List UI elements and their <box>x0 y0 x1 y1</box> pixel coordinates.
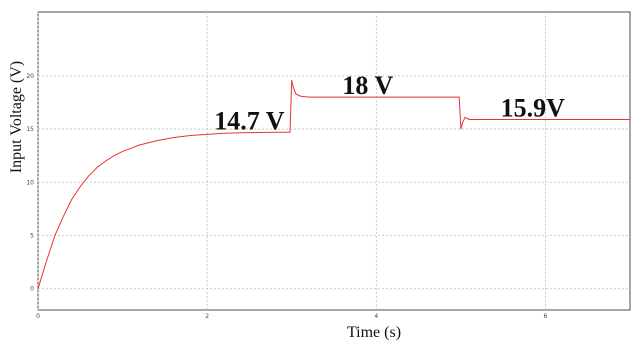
y-tick-label: 20 <box>26 73 34 80</box>
y-tick-label: 5 <box>30 233 34 240</box>
plot-frame <box>37 11 631 311</box>
y-tick-label: 0 <box>30 286 34 293</box>
x-tick-label: 2 <box>205 313 209 320</box>
voltage-series-line <box>37 79 630 289</box>
x-tick-label: 4 <box>374 313 378 320</box>
y-tick-label: 10 <box>26 179 34 186</box>
annotation-layer: 14.7 V 18 V 15.9V <box>214 71 565 135</box>
y-tick-label: 15 <box>26 126 34 133</box>
voltage-annotation: 15.9V <box>501 93 566 122</box>
x-tick-label: 6 <box>544 313 548 320</box>
x-tick-label: 0 <box>36 313 40 320</box>
grid-layer <box>37 12 630 310</box>
voltage-annotation: 18 V <box>342 71 393 100</box>
tick-labels: 0 5 10 15 20 0 2 4 6 <box>26 73 547 320</box>
series-layer <box>37 79 630 289</box>
y-axis-title: Input Voltage (V) <box>8 61 25 173</box>
voltage-annotation: 14.7 V <box>214 106 285 135</box>
x-axis-title: Time (s) <box>347 324 401 341</box>
